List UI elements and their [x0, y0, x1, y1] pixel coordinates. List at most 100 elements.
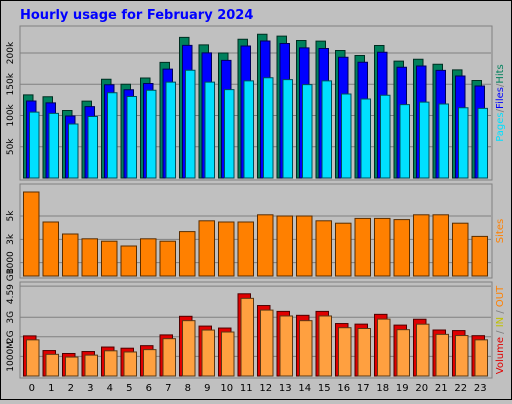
bar-sites-hour-19 — [393, 219, 410, 277]
bar-out-hour-15 — [318, 315, 332, 377]
bars — [23, 293, 488, 377]
y-tick-label: 200k — [6, 41, 16, 64]
bar-pages-hour-9 — [204, 81, 215, 179]
bar-out-hour-13 — [279, 315, 293, 377]
chart-title: Hourly usage for February 2024 — [20, 8, 253, 23]
y-tick-label: 2G — [6, 330, 16, 343]
x-tick-label-hour-23: 23 — [474, 383, 487, 394]
bar-pages-hour-20 — [419, 101, 430, 179]
y-tick-labels: 1000 3k 5k — [6, 210, 16, 274]
y-tick-label: 150k — [6, 72, 16, 95]
x-tick-label-hour-19: 19 — [396, 383, 409, 394]
bar-sites-hour-6 — [140, 238, 157, 277]
bar-pages-hour-0 — [29, 111, 40, 179]
x-tick-label-hour-21: 21 — [435, 383, 448, 394]
x-tick-label-hour-10: 10 — [220, 383, 233, 394]
y-axis-label-part: IN — [495, 317, 506, 327]
bar-out-hour-8 — [182, 320, 196, 377]
y-axis-label-part: Volume — [495, 337, 506, 374]
bar-out-hour-0 — [26, 339, 40, 377]
bar-out-hour-9 — [201, 329, 215, 377]
bar-pages-hour-15 — [321, 80, 332, 179]
y-axis-label-part: / — [495, 108, 506, 112]
y-tick-label: 1000M — [6, 341, 16, 372]
bar-pages-hour-23 — [477, 107, 488, 179]
y-axis-label: Pages/Files/Hits — [495, 64, 506, 142]
bar-out-hour-23 — [474, 339, 488, 377]
x-tick-label-hour-0: 0 — [29, 383, 35, 394]
y-axis-label-part: / — [495, 327, 506, 337]
y-tick-label: 100k — [6, 103, 16, 126]
bar-sites-hour-20 — [413, 214, 430, 277]
bar-pages-hour-13 — [282, 79, 293, 179]
bar-sites-hour-7 — [159, 240, 176, 277]
x-tick-label-hour-17: 17 — [357, 383, 370, 394]
bar-sites-hour-1 — [42, 221, 59, 277]
bar-pages-hour-12 — [263, 77, 274, 179]
bar-sites-hour-12 — [257, 214, 274, 277]
bar-sites-hour-23 — [471, 235, 488, 277]
x-axis-hour-labels: 0 1 2 3 4 5 6 7 8 9 10 11 12 13 14 15 16 17 18 19 20 21 22 23 — [29, 383, 487, 394]
x-tick-label-hour-2: 2 — [68, 383, 74, 394]
bar-pages-hour-18 — [380, 94, 391, 179]
x-tick-label-hour-4: 4 — [107, 383, 113, 394]
x-tick-label-hour-6: 6 — [146, 383, 152, 394]
y-tick-labels: 50k 100k 150k 200k — [6, 41, 16, 155]
y-axis-label-part: / — [495, 307, 506, 317]
bar-pages-hour-22 — [458, 107, 469, 179]
bar-out-hour-1 — [45, 353, 59, 377]
bar-out-hour-21 — [435, 333, 449, 377]
bar-pages-hour-4 — [107, 92, 118, 179]
panel-sites: 1000 3k 5k Sites — [6, 183, 506, 279]
x-tick-label-hour-12: 12 — [259, 383, 272, 394]
bar-out-hour-22 — [455, 335, 469, 377]
x-tick-label-hour-15: 15 — [318, 383, 331, 394]
bar-out-hour-3 — [84, 354, 98, 377]
bar-out-hour-12 — [260, 309, 274, 377]
bars — [23, 191, 488, 277]
bar-pages-hour-10 — [224, 89, 235, 179]
grid-lines — [20, 285, 491, 357]
x-tick-label-hour-18: 18 — [376, 383, 389, 394]
bar-out-hour-10 — [221, 331, 235, 377]
bar-sites-hour-22 — [452, 222, 469, 277]
bar-out-hour-4 — [104, 350, 118, 377]
bar-pages-hour-17 — [360, 98, 371, 179]
y-axis-label-part: Sites — [495, 219, 506, 243]
bar-sites-hour-3 — [81, 238, 98, 277]
y-axis-label-part: Hits — [495, 64, 506, 83]
x-tick-label-hour-20: 20 — [415, 383, 428, 394]
bar-out-hour-5 — [123, 351, 137, 377]
bar-pages-hour-8 — [185, 69, 196, 179]
x-tick-label-hour-1: 1 — [48, 383, 54, 394]
x-tick-label-hour-11: 11 — [240, 383, 253, 394]
bar-pages-hour-6 — [146, 89, 157, 179]
bar-out-hour-19 — [396, 329, 410, 377]
bar-out-hour-2 — [65, 356, 79, 377]
bar-pages-hour-16 — [341, 93, 352, 179]
bar-pages-hour-3 — [87, 116, 98, 179]
grid-lines — [20, 215, 491, 264]
bar-sites-hour-9 — [198, 220, 215, 277]
y-axis-label-part: Pages — [495, 112, 506, 141]
bar-out-hour-20 — [416, 323, 430, 377]
bar-out-hour-6 — [143, 349, 157, 377]
bar-sites-hour-13 — [276, 215, 293, 277]
x-tick-label-hour-5: 5 — [126, 383, 132, 394]
bar-sites-hour-14 — [296, 215, 313, 277]
y-tick-label: 50k — [6, 138, 16, 155]
bar-out-hour-14 — [299, 320, 313, 377]
bar-sites-hour-8 — [179, 231, 196, 277]
bar-sites-hour-2 — [62, 233, 79, 277]
grid-lines — [20, 52, 491, 148]
x-tick-label-hour-14: 14 — [298, 383, 311, 394]
bar-pages-hour-1 — [48, 112, 59, 179]
bar-pages-hour-14 — [302, 84, 313, 179]
bar-sites-hour-10 — [218, 221, 235, 277]
bar-sites-hour-21 — [432, 214, 449, 277]
bar-sites-hour-18 — [374, 217, 391, 277]
y-tick-label: 3k — [6, 233, 16, 245]
x-tick-label-hour-3: 3 — [87, 383, 93, 394]
